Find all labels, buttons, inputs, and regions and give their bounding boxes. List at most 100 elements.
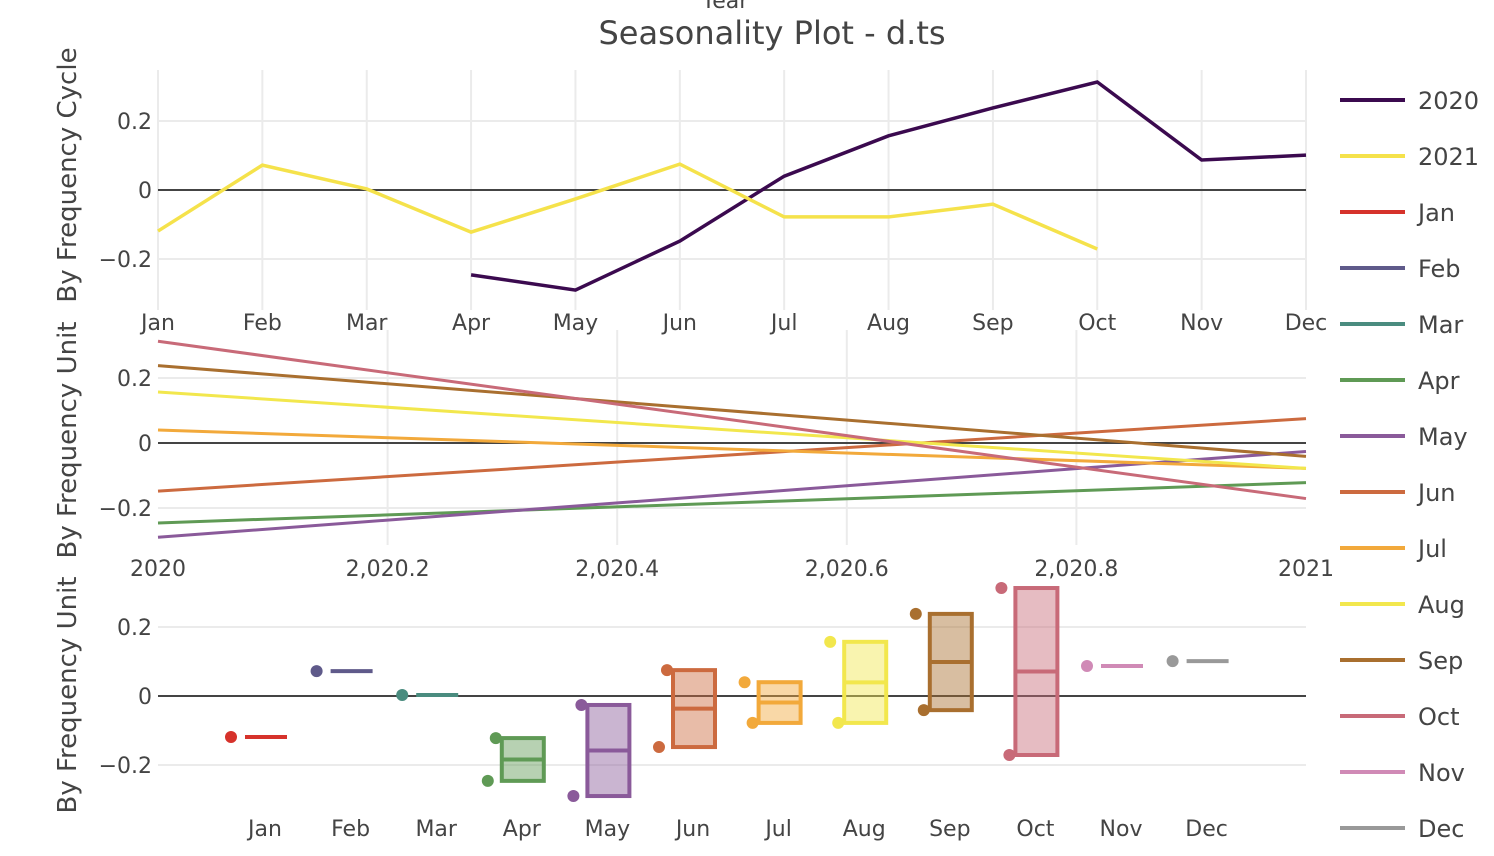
x-tick-label: Jan	[246, 817, 282, 842]
x-tick-label: Dec	[1285, 311, 1328, 336]
y-tick-label: 0	[138, 685, 152, 710]
x-tick-label: Dec	[1185, 817, 1228, 842]
legend-label: Aug	[1418, 591, 1465, 619]
legend-item-Jan[interactable]: Jan	[1340, 199, 1455, 227]
data-point	[738, 676, 751, 689]
legend-item-2020[interactable]: 2020	[1340, 87, 1479, 115]
box-Dec	[1166, 655, 1229, 668]
legend-item-Mar[interactable]: Mar	[1340, 311, 1463, 339]
legend: 2020 2021 Jan Feb Mar Apr May Jun Jul Aug Sep Oct No…	[1340, 87, 1479, 843]
data-point	[481, 774, 494, 787]
x-tick-label: Mar	[346, 311, 388, 336]
legend-label: Nov	[1418, 759, 1465, 787]
legend-item-Sep[interactable]: Sep	[1340, 647, 1463, 675]
x-tick-label: Nov	[1180, 311, 1223, 336]
x-tick-label: 2,020.6	[805, 557, 889, 582]
y-tick-label: 0	[138, 432, 152, 457]
legend-item-Feb[interactable]: Feb	[1340, 255, 1461, 283]
x-tick-label: Oct	[1016, 817, 1054, 842]
legend-label: 2021	[1418, 143, 1479, 171]
y-axis-title: By Frequency Unit	[53, 322, 83, 559]
legend-item-Oct[interactable]: Oct	[1340, 703, 1460, 731]
box-Nov	[1081, 659, 1143, 672]
box-Mar	[396, 688, 459, 701]
box-Apr	[481, 732, 546, 787]
legend-label: Oct	[1418, 703, 1460, 731]
series-line-Aug	[157, 390, 1307, 470]
series-line-Apr	[157, 481, 1307, 525]
data-point	[225, 731, 237, 744]
x-tick-label: Jul	[769, 311, 798, 336]
y-tick-label: −0.2	[99, 754, 152, 779]
y-tick-label: 0.2	[117, 110, 152, 135]
legend-label: Jul	[1416, 535, 1447, 563]
legend-item-Aug[interactable]: Aug	[1340, 591, 1465, 619]
y-tick-label: 0.2	[117, 616, 152, 641]
legend-label: Apr	[1418, 367, 1460, 395]
series-line-Oct	[157, 339, 1307, 501]
legend-label: Jun	[1416, 479, 1456, 507]
legend-item-2021[interactable]: 2021	[1340, 143, 1479, 171]
x-tick-label: Feb	[243, 311, 282, 336]
series-line-Jun	[157, 417, 1307, 493]
y-axis-title: By Frequency Cycle	[53, 47, 83, 302]
box-May	[567, 698, 632, 803]
legend-label: Mar	[1418, 311, 1463, 339]
data-point	[746, 716, 759, 729]
y-axis-title: By Frequency Unit	[53, 577, 83, 814]
box-Aug	[824, 635, 889, 729]
x-tick-label: May	[553, 311, 598, 336]
data-point	[661, 664, 673, 677]
legend-label: May	[1418, 423, 1468, 451]
legend-item-Nov[interactable]: Nov	[1340, 759, 1465, 787]
x-tick-label: Sep	[972, 311, 1013, 336]
series-line-Sep	[157, 364, 1307, 458]
x-tick-label: 2,020.8	[1034, 557, 1118, 582]
y-tick-label: 0	[138, 179, 152, 204]
box-Sep	[909, 607, 974, 717]
x-tick-label: Jul	[763, 817, 792, 842]
series-line-2020	[470, 80, 1307, 292]
legend-item-Dec[interactable]: Dec	[1340, 815, 1464, 843]
x-tick-label: Mar	[415, 817, 457, 842]
data-point	[653, 741, 665, 754]
data-point	[909, 607, 922, 620]
data-point	[1003, 748, 1016, 761]
x-tick-label: Apr	[452, 311, 491, 336]
x-tick-label: May	[585, 817, 630, 842]
data-point	[567, 790, 580, 803]
x-tick-label: 2021	[1278, 557, 1334, 582]
legend-item-Jul[interactable]: Jul	[1340, 535, 1447, 563]
x-tick-label: Feb	[331, 817, 370, 842]
box-Jan	[225, 731, 287, 744]
data-point	[310, 665, 323, 678]
data-point	[489, 732, 502, 745]
box-Jul	[738, 676, 803, 729]
x-tick-label: 2,020.2	[346, 557, 430, 582]
legend-label: Sep	[1418, 647, 1463, 675]
x-tick-label: Jun	[674, 817, 710, 842]
legend-label: 2020	[1418, 87, 1479, 115]
y-tick-label: −0.2	[99, 497, 152, 522]
chart-title: Seasonality Plot - d.ts	[598, 14, 945, 52]
series-line-Jul	[157, 428, 1307, 470]
x-tick-label: Jan	[139, 311, 175, 336]
y-tick-label: 0.2	[117, 367, 152, 392]
x-tick-label: Oct	[1078, 311, 1116, 336]
x-tick-label: Sep	[929, 817, 970, 842]
legend-item-May[interactable]: May	[1340, 423, 1468, 451]
legend-item-Jun[interactable]: Jun	[1340, 479, 1456, 507]
top-axis-label: Year	[701, 0, 750, 14]
x-tick-label: 2,020.4	[575, 557, 659, 582]
legend-item-Apr[interactable]: Apr	[1340, 367, 1460, 395]
data-point	[396, 688, 409, 701]
data-point	[1166, 655, 1179, 668]
legend-label: Dec	[1418, 815, 1464, 843]
x-tick-label: 2020	[130, 557, 186, 582]
box-Oct	[995, 582, 1060, 761]
data-point	[995, 582, 1008, 595]
x-tick-label: Nov	[1100, 817, 1143, 842]
legend-label: Jan	[1416, 199, 1455, 227]
series-line-May	[157, 449, 1307, 539]
